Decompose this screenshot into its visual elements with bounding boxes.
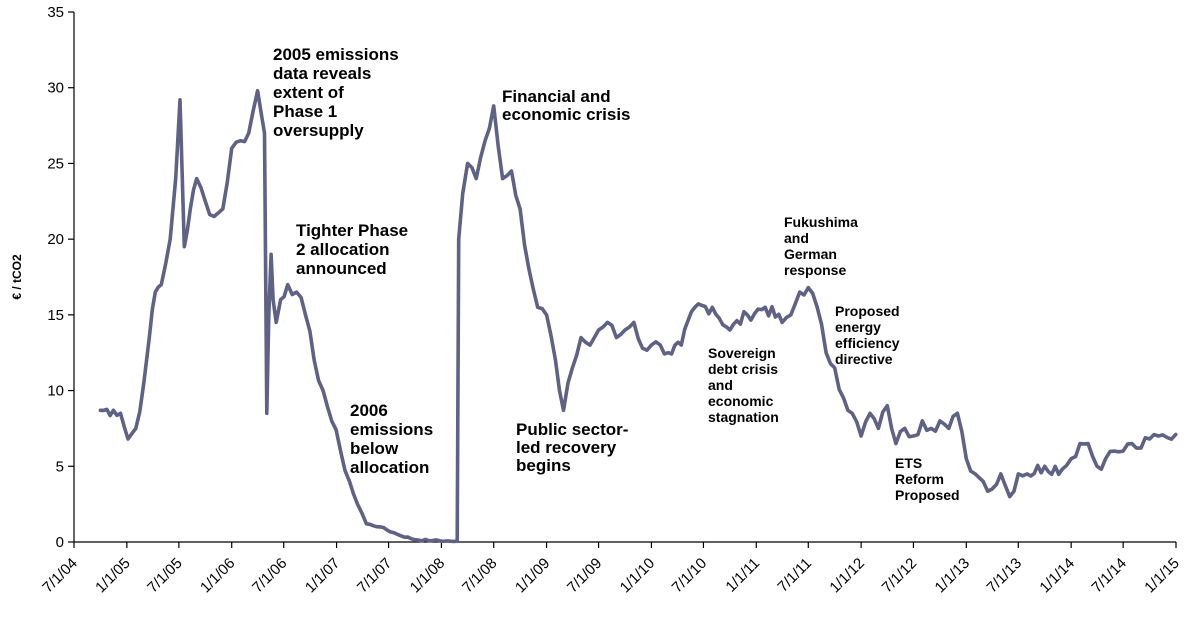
annotation-line: and — [784, 230, 809, 246]
annotation-line: announced — [296, 259, 387, 278]
annotation-line: economic — [708, 393, 774, 409]
x-tick-label: 1/1/10 — [617, 555, 659, 597]
y-tick-label: 15 — [47, 307, 64, 324]
annotation-line: energy — [835, 319, 881, 335]
annotation-line: Financial and — [502, 87, 611, 106]
annotation-line: efficiency — [835, 335, 900, 351]
x-tick-label: 1/1/09 — [512, 555, 554, 597]
x-tick-label: 1/1/15 — [1141, 555, 1183, 597]
x-tick-label: 1/1/05 — [92, 555, 134, 597]
annotation-line: ETS — [895, 455, 922, 471]
x-tick-label: 7/1/13 — [984, 555, 1026, 597]
x-tick-label: 7/1/07 — [354, 555, 396, 597]
x-tick-label: 1/1/06 — [197, 555, 239, 597]
annotation-line: Tighter Phase — [296, 221, 408, 240]
annotation-line: stagnation — [708, 409, 779, 425]
y-tick-label: 5 — [56, 458, 64, 475]
annotation-line: Proposed — [835, 303, 900, 319]
annotation-line: economic crisis — [502, 105, 631, 124]
x-tick-label: 7/1/05 — [144, 555, 186, 597]
x-tick-label: 1/1/13 — [932, 555, 974, 597]
x-tick-label: 7/1/14 — [1088, 555, 1130, 597]
x-tick-label: 1/1/11 — [722, 555, 763, 596]
annotation-line: German — [784, 246, 837, 262]
annotation-line: begins — [516, 456, 571, 475]
series-group — [98, 88, 1178, 544]
x-tick-label: 1/1/08 — [407, 555, 449, 597]
annotation-line: oversupply — [273, 121, 364, 140]
x-tick-label: 7/1/10 — [669, 555, 711, 597]
x-tick-label: 7/1/11 — [774, 555, 815, 596]
axes — [73, 12, 1176, 543]
y-axis-title: € / tCO2 — [10, 254, 24, 300]
x-tick-label: 7/1/09 — [564, 555, 606, 597]
y-tick-label: 35 — [47, 4, 64, 21]
annotation-line: and — [708, 377, 733, 393]
annotation-line: Fukushima — [784, 214, 858, 230]
y-tick-label: 0 — [56, 534, 64, 551]
annotation-line: debt crisis — [708, 361, 778, 377]
y-tick-label: 25 — [47, 155, 64, 172]
annotation-line: emissions — [350, 420, 433, 439]
annotation-line: directive — [835, 351, 893, 367]
x-tick-label: 7/1/06 — [249, 555, 291, 597]
annotation-line: 2006 — [350, 401, 388, 420]
x-tick-label: 1/1/07 — [302, 555, 344, 597]
y-tick-label: 10 — [47, 383, 64, 400]
annotation-line: Phase 1 — [273, 102, 337, 121]
x-tick-label: 1/1/12 — [826, 555, 868, 597]
x-tick-label: 1/1/14 — [1036, 555, 1078, 597]
y-tick-label: 20 — [47, 231, 64, 248]
y-ticks: 0 5 10 15 20 25 30 35 — [47, 4, 74, 551]
annotation-line: 2 allocation — [296, 240, 390, 259]
x-tick-label: 7/1/12 — [879, 555, 921, 597]
y-tick-label: 30 — [47, 80, 64, 97]
annotation-line: data reveals — [273, 64, 371, 83]
annotation-line: below — [350, 439, 399, 458]
annotation-line: Proposed — [895, 487, 960, 503]
annotation-line: response — [784, 262, 846, 278]
x-ticks: 7/1/04 1/1/05 7/1/05 1/1/06 7/1/06 1/1/07 7/1/… — [39, 542, 1183, 596]
annotation-line: Sovereign — [708, 345, 776, 361]
annotation-line: Reform — [895, 471, 944, 487]
x-tick-label: 7/1/08 — [459, 555, 501, 597]
annotation-line: led recovery — [516, 438, 617, 457]
price-series-line — [98, 88, 1178, 544]
x-tick-label: 7/1/04 — [39, 555, 81, 597]
annotation-line: 2005 emissions — [273, 45, 399, 64]
annotation-line: extent of — [273, 83, 344, 102]
annotation-line: Public sector- — [516, 420, 628, 439]
annotation-line: allocation — [350, 458, 429, 477]
